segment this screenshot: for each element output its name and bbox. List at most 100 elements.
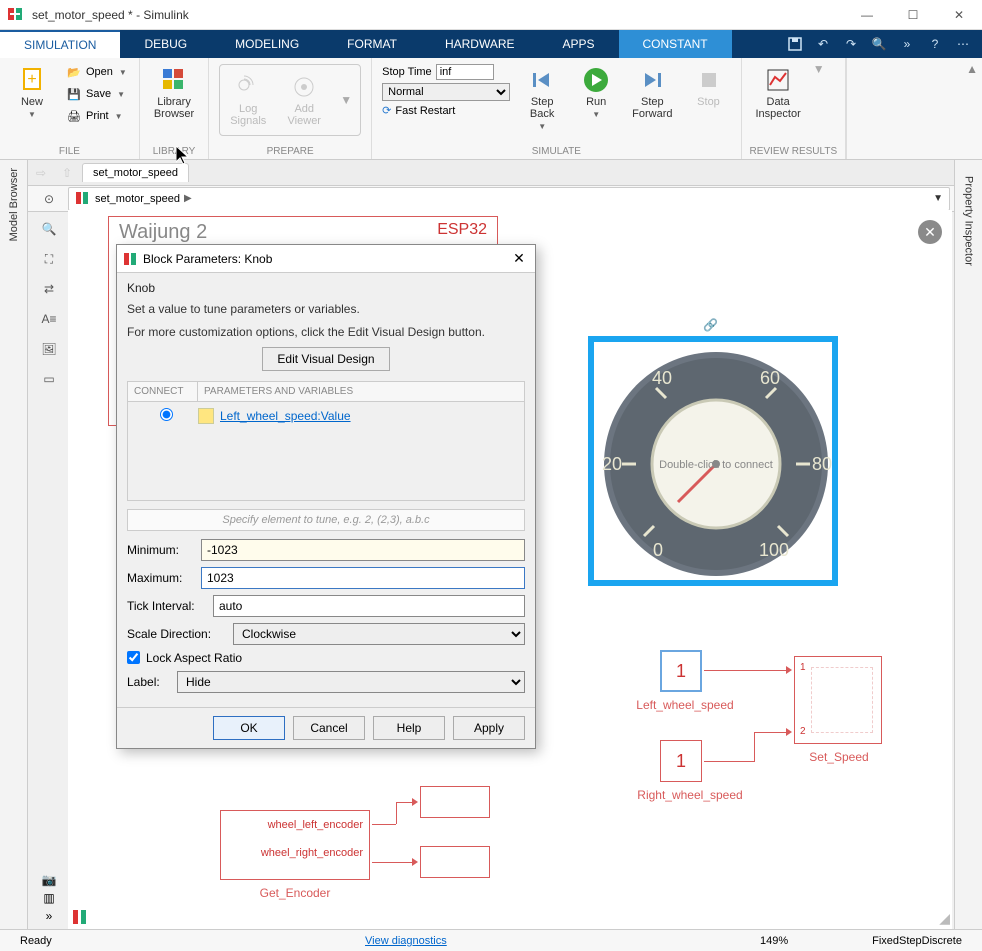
breadcrumb-dropdown-icon[interactable]: ▼ (933, 193, 943, 204)
qat-undo-icon[interactable]: ↶ (814, 35, 832, 53)
apply-button[interactable]: Apply (453, 716, 525, 740)
solver-label[interactable]: FixedStepDiscrete (860, 935, 974, 947)
print-button[interactable]: 🖨Print▼ (62, 106, 131, 126)
params-header: PARAMETERS AND VARIABLES (198, 382, 524, 401)
get-encoder-block[interactable]: wheel_left_encoder wheel_right_encoder (220, 810, 370, 880)
layers-icon[interactable]: ▥ (43, 891, 54, 905)
zoom-icon[interactable]: 🔍 (36, 216, 62, 242)
ribbon-collapse-icon[interactable]: ▲ (966, 62, 978, 76)
step-back-button[interactable]: Step Back ▼ (518, 62, 566, 135)
sim-mode-select[interactable]: Normal (382, 83, 510, 101)
stop-time-input[interactable] (436, 64, 494, 80)
screenshot-icon[interactable]: 📷 (42, 873, 57, 887)
ok-button[interactable]: OK (213, 716, 285, 740)
lock-aspect-checkbox[interactable] (127, 651, 140, 664)
param-link[interactable]: Left_wheel_speed:Value (220, 409, 351, 423)
ribbon-group-review: Data Inspector ▼ REVIEW RESULTS (742, 58, 847, 159)
window-title: set_motor_speed * - Simulink (32, 8, 844, 22)
arrow-icon (412, 798, 418, 806)
tab-simulation[interactable]: SIMULATION (0, 30, 120, 58)
fit-to-view-icon[interactable]: ⊙ (36, 186, 62, 212)
area-icon[interactable]: ▭ (36, 366, 62, 392)
zoom-level[interactable]: 149% (748, 935, 800, 947)
model-browser-rail[interactable]: Model Browser (0, 160, 28, 929)
display-block-2[interactable] (420, 846, 490, 878)
new-button[interactable]: + New ▼ (8, 62, 56, 123)
tab-debug[interactable]: DEBUG (120, 30, 211, 58)
qat-save-icon[interactable] (786, 35, 804, 53)
svg-text:80: 80 (812, 454, 832, 474)
tab-context-constant[interactable]: CONSTANT (619, 30, 732, 58)
qat-search-icon[interactable]: 🔍 (870, 35, 888, 53)
tick-interval-input[interactable] (213, 595, 525, 617)
annotation-icon[interactable]: A≡ (36, 306, 62, 332)
breadcrumb-bar[interactable]: set_motor_speed ▶ ▼ (68, 187, 950, 211)
log-signals-button[interactable]: Log Signals (224, 69, 272, 131)
fast-restart-button[interactable]: Fast Restart (395, 105, 455, 117)
data-inspector-button[interactable]: Data Inspector (750, 62, 807, 124)
expand-icon[interactable]: » (46, 909, 53, 923)
connect-radio[interactable] (160, 408, 173, 421)
tab-modeling[interactable]: MODELING (211, 30, 323, 58)
set-speed-block[interactable] (794, 656, 882, 744)
minimum-input[interactable] (201, 539, 525, 561)
right-wheel-speed-block[interactable]: 1 (660, 740, 702, 782)
maximize-button[interactable]: ☐ (890, 0, 936, 30)
nav-up-icon[interactable]: ⇧ (56, 162, 78, 184)
dialog-icon (123, 252, 137, 266)
fit-icon[interactable]: ⛶ (36, 246, 62, 272)
display-block-1[interactable] (420, 786, 490, 818)
step-back-icon (528, 66, 556, 94)
model-file-tab[interactable]: set_motor_speed (82, 163, 189, 182)
library-browser-button[interactable]: Library Browser (148, 62, 200, 124)
banner-chip: ESP32 (437, 221, 487, 244)
wire (372, 862, 416, 863)
nav-forward-icon[interactable]: ⇨ (30, 162, 52, 184)
help-button[interactable]: Help (373, 716, 445, 740)
open-button[interactable]: 📂Open▼ (62, 62, 131, 82)
tab-format[interactable]: FORMAT (323, 30, 421, 58)
stop-time-label: Stop Time (382, 66, 432, 78)
breadcrumb-arrow-icon[interactable]: ▶ (184, 193, 933, 204)
edit-visual-design-button[interactable]: Edit Visual Design (262, 347, 389, 371)
close-button[interactable]: ✕ (936, 0, 982, 30)
qat-menu-icon[interactable]: ⋯ (954, 35, 972, 53)
minimize-button[interactable]: — (844, 0, 890, 30)
qat-help-icon[interactable]: ? (926, 35, 944, 53)
step-forward-button[interactable]: Step Forward (626, 62, 678, 124)
swap-icon[interactable]: ⇄ (36, 276, 62, 302)
qat-redo-icon[interactable]: ↷ (842, 35, 860, 53)
resize-grip-icon[interactable]: ◢ (939, 910, 950, 927)
tab-apps[interactable]: APPS (539, 30, 619, 58)
view-diagnostics-link[interactable]: View diagnostics (353, 935, 459, 947)
dialog-close-button[interactable]: ✕ (509, 250, 529, 267)
knob-block[interactable]: 0 20 40 60 80 100 Double-click to connec… (588, 336, 838, 586)
knob-link-icon[interactable]: 🔗 (703, 318, 721, 336)
image-icon[interactable]: 🖼 (36, 336, 62, 362)
tab-hardware[interactable]: HARDWARE (421, 30, 539, 58)
cancel-button[interactable]: Cancel (293, 716, 365, 740)
maximum-input[interactable] (201, 567, 525, 589)
run-button[interactable]: Run ▼ (572, 62, 620, 123)
model-ref-icon[interactable] (72, 909, 88, 925)
left-wheel-speed-block[interactable]: 1 (660, 650, 702, 692)
dialog-heading: Knob (127, 281, 525, 295)
canvas-close-icon[interactable]: ✕ (918, 220, 942, 244)
block-parameters-dialog: Block Parameters: Knob ✕ Knob Set a valu… (116, 244, 536, 749)
add-viewer-button[interactable]: Add Viewer (280, 69, 328, 131)
fast-restart-icon[interactable]: ⟳ (382, 104, 391, 117)
dialog-title: Block Parameters: Knob (143, 252, 272, 266)
stop-button[interactable]: Stop (685, 62, 733, 112)
breadcrumb-text[interactable]: set_motor_speed (95, 193, 180, 205)
right-wheel-speed-label: Right_wheel_speed (620, 788, 760, 802)
status-ready: Ready (8, 935, 64, 947)
label-select[interactable]: Hide (177, 671, 525, 693)
banner-title: Waijung 2 (119, 221, 207, 244)
qat-more-icon[interactable]: » (898, 35, 916, 53)
save-button[interactable]: 💾Save▼ (62, 84, 131, 104)
scale-direction-select[interactable]: Clockwise (233, 623, 525, 645)
print-icon: 🖨 (66, 108, 82, 124)
property-inspector-rail[interactable]: Property Inspector (954, 160, 982, 929)
dialog-titlebar[interactable]: Block Parameters: Knob ✕ (117, 245, 535, 273)
minimum-label: Minimum: (127, 543, 195, 557)
